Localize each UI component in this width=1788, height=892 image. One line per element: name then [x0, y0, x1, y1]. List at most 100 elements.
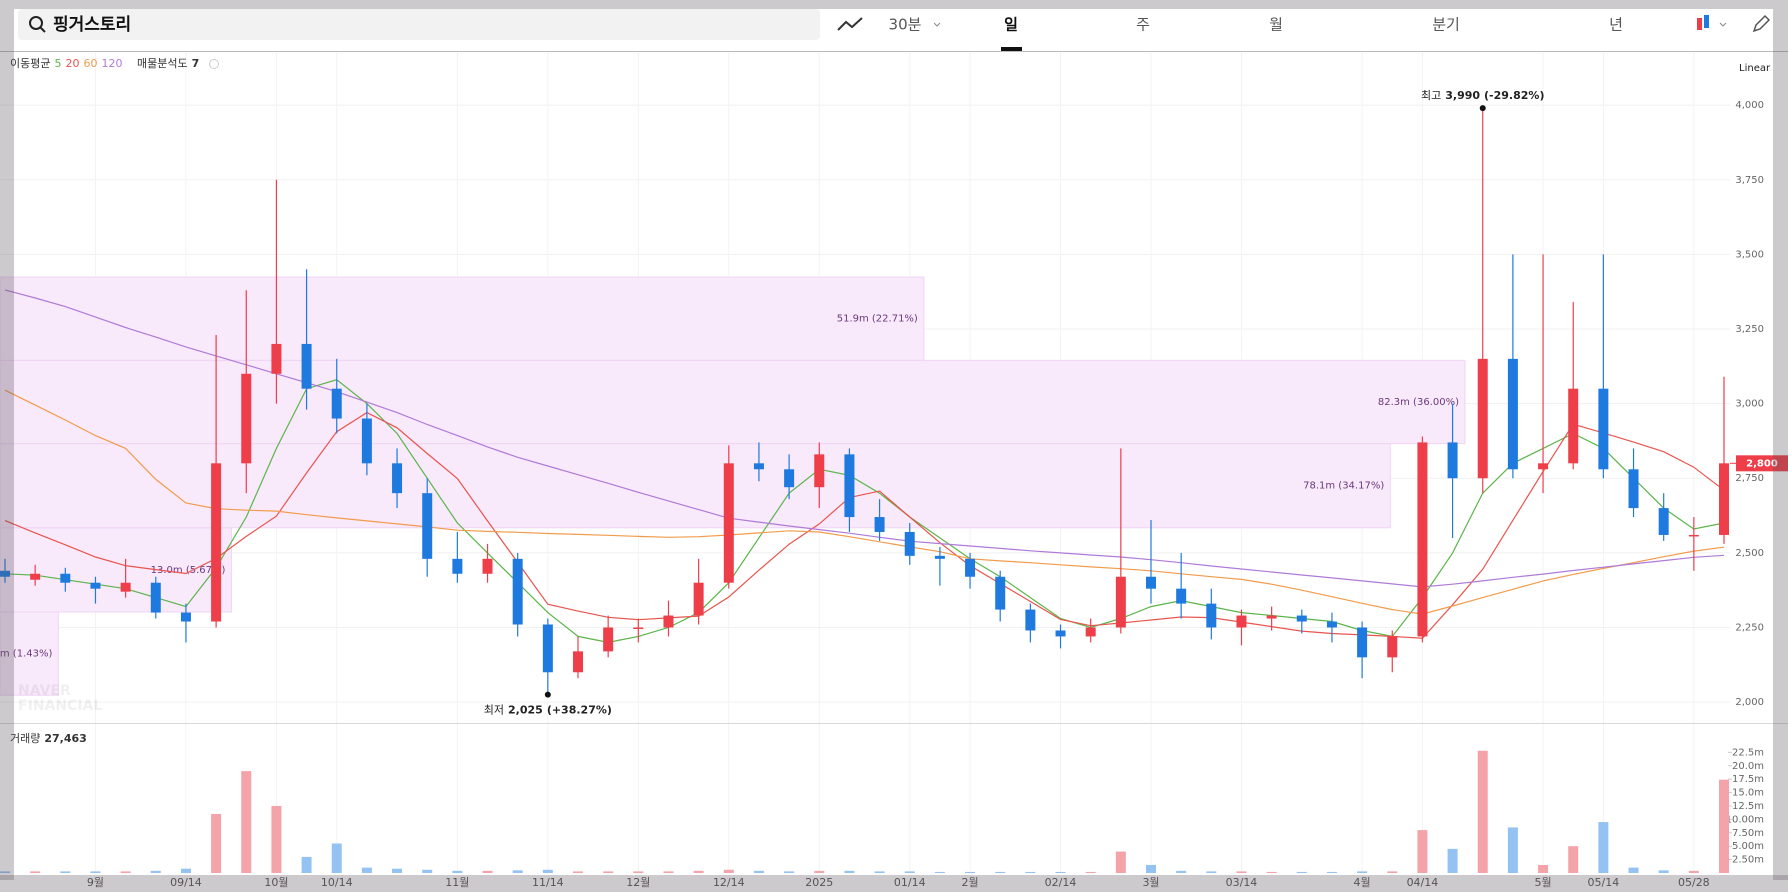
volume-bar	[1598, 822, 1609, 873]
x-tick-label: 2025	[805, 876, 833, 889]
profile-label: 13.0m (5.67%)	[151, 565, 226, 576]
volume-bar	[1146, 864, 1156, 873]
draw-icon[interactable]	[1752, 14, 1771, 33]
candle-body	[180, 612, 191, 622]
candle-body	[1688, 534, 1699, 537]
volume-bar	[965, 871, 976, 873]
candle-body	[1266, 615, 1277, 619]
candle-body	[1477, 358, 1488, 479]
legend-entry: 120	[101, 57, 122, 70]
x-tick-label: 10/14	[321, 876, 353, 889]
ma-legend: 이동평균 5 20 60 120	[10, 57, 122, 70]
volume-bar	[361, 867, 372, 873]
volume-bar	[784, 871, 795, 873]
y-tick-label: 2,750	[1735, 473, 1764, 484]
chart-type-icon[interactable]	[1697, 15, 1727, 30]
legend-entry: 20	[65, 57, 79, 70]
volume-bar	[422, 869, 433, 873]
candle-body	[693, 582, 704, 616]
volume-bar	[723, 869, 734, 873]
volume-bar	[90, 871, 101, 873]
profile-band	[0, 276, 925, 361]
dropdown-arrow	[933, 22, 941, 27]
tab[interactable]: 월	[1269, 16, 1283, 34]
volume-bar	[934, 871, 945, 873]
search-icon	[29, 16, 43, 30]
extreme-dot	[1479, 105, 1486, 112]
volume-bar	[1568, 846, 1579, 873]
indicator-icon[interactable]	[837, 17, 863, 31]
y-tick-label: 3,500	[1735, 249, 1764, 260]
label-value: 2,025	[508, 704, 543, 717]
x-tick-label: 2월	[961, 876, 978, 889]
x-tick-label: 03/14	[1226, 876, 1258, 889]
volume-bar	[1719, 779, 1729, 873]
tab[interactable]: 년	[1609, 16, 1623, 34]
volume-bar	[150, 870, 161, 873]
price-tag	[1736, 455, 1788, 472]
tab[interactable]: 분기	[1432, 16, 1460, 34]
candle-body	[663, 615, 674, 628]
volume-bar	[1447, 848, 1458, 873]
x-tick-label: 3월	[1142, 876, 1159, 889]
volume-bar	[995, 871, 1006, 873]
volume-bar	[814, 870, 825, 873]
profile-band	[0, 611, 59, 696]
volume-tick-label: 7.50m	[1732, 828, 1764, 839]
tab[interactable]: 일	[1004, 16, 1018, 34]
profile-label: 51.9m (22.71%)	[837, 314, 918, 325]
search-box[interactable]	[18, 9, 820, 40]
overlay	[0, 0, 1788, 9]
volume-bar	[1357, 871, 1368, 873]
candle-body	[1115, 576, 1126, 628]
y-tick-label: 2,250	[1735, 622, 1764, 633]
x-tick-label: 9월	[87, 876, 104, 889]
candle-body	[573, 651, 583, 673]
legend-count: 27,463	[44, 732, 86, 745]
candle-body	[1236, 615, 1247, 628]
candle-body	[542, 624, 553, 673]
y-tick-label: 3,000	[1735, 399, 1764, 410]
volume-tick-label: 17.5m	[1732, 774, 1764, 785]
label-change: (-29.82%)	[1484, 89, 1544, 102]
candle-body	[934, 555, 945, 559]
volume-bar	[120, 871, 131, 873]
volume-bar	[1658, 870, 1669, 873]
watermark: NAVER	[18, 683, 71, 699]
profile-band	[0, 443, 1391, 529]
candle-body	[965, 558, 976, 577]
tab[interactable]: 주	[1136, 16, 1150, 34]
volume-bar	[573, 871, 583, 873]
y-tick-label: 4,000	[1735, 100, 1764, 111]
watermark: FINANCIAL	[18, 698, 102, 714]
interval-select[interactable]: 30분	[889, 16, 922, 34]
candle-body	[120, 582, 131, 592]
volume-bar	[693, 870, 704, 873]
legend-entry: 5	[54, 57, 61, 70]
ma-line	[4, 379, 1725, 644]
legend-title: 이동평균	[10, 57, 50, 70]
volume-bar	[844, 870, 855, 873]
volume-bar	[512, 870, 523, 873]
profile-legend: 매물분석도 7	[137, 57, 199, 70]
legend-title: 매물분석도	[137, 57, 188, 70]
candle-body	[90, 582, 101, 589]
candle-body	[1176, 588, 1187, 604]
volume-bar	[1176, 870, 1187, 873]
profile-label: 82.3m (36.00%)	[1378, 397, 1459, 408]
scale-toggle[interactable]: Linear	[1739, 63, 1771, 74]
candle-body	[150, 582, 161, 613]
volume-bar	[1115, 851, 1126, 873]
candle-body	[1146, 576, 1156, 589]
overlay	[0, 875, 1788, 892]
volume-bar	[1206, 871, 1217, 873]
search-text[interactable]: 핑거스토리	[53, 15, 131, 35]
icon-part	[1697, 18, 1702, 30]
volume-bar	[904, 871, 915, 873]
tab-underline	[1001, 47, 1022, 51]
volume-bar	[331, 843, 342, 873]
remove-icon[interactable]	[209, 59, 219, 69]
extreme-label: 최고 3,990 (-29.82%)	[1421, 89, 1544, 102]
candle-body	[723, 463, 734, 583]
